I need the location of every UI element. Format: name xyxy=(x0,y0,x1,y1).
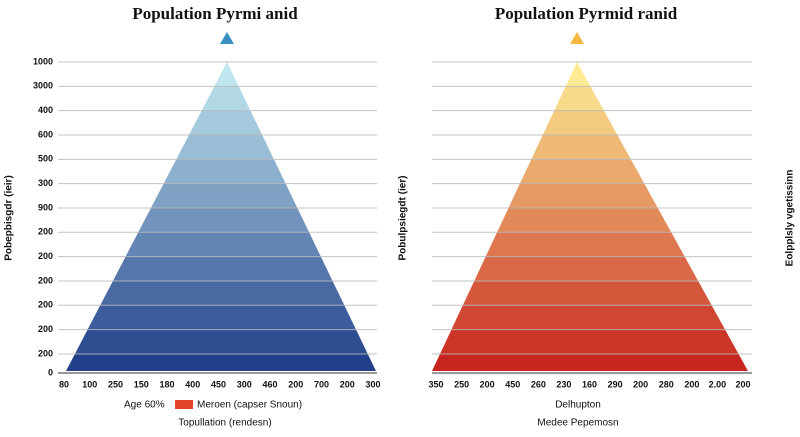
y-tick-label: 400 xyxy=(38,105,53,115)
x-tick-label: 200 xyxy=(735,379,750,389)
x-tick-label: 280 xyxy=(659,379,674,389)
pyramid-band xyxy=(163,159,286,184)
x-tick-label: 150 xyxy=(134,379,149,389)
y-tick-label: 200 xyxy=(38,251,53,261)
pyramid-band xyxy=(100,280,345,306)
y-tick-label: 200 xyxy=(38,275,53,285)
pyramid-band xyxy=(451,305,726,330)
pyramid-band xyxy=(439,329,739,354)
x-tick-label: 160 xyxy=(582,379,597,389)
x-tick-label: 450 xyxy=(211,379,226,389)
legend-label: Meroen (capser Snoun) xyxy=(197,400,302,411)
x-tick-label: 100 xyxy=(82,379,97,389)
y-tick-label: 300 xyxy=(38,178,53,188)
x-tick-label: 300 xyxy=(365,379,380,389)
x-tick-label: 180 xyxy=(159,379,174,389)
x-tick-label: 290 xyxy=(608,379,623,389)
pyramid-band xyxy=(474,256,699,281)
pyramid-band xyxy=(432,353,748,371)
apex-icon xyxy=(570,32,584,44)
pyramid-band xyxy=(542,110,618,135)
y-axis-label: Pobulpsiegdt (ier) xyxy=(398,176,409,261)
pyramid-band xyxy=(87,305,357,330)
x-tick-label: 300 xyxy=(237,379,252,389)
y-tick-label: 200 xyxy=(38,300,53,310)
chart-title: Population Pyrmi anid xyxy=(132,4,298,23)
x-tick-label: 200 xyxy=(633,379,648,389)
x-tick-label: 2.00 xyxy=(709,379,727,389)
legend-swatch xyxy=(175,400,193,409)
x-tick-label: 450 xyxy=(505,379,520,389)
y-tick-label: 200 xyxy=(38,324,53,334)
pyramid-band xyxy=(66,353,376,371)
pyramid-band xyxy=(125,232,321,257)
right-axis-label: Eolpplsly vgetissinn xyxy=(785,170,796,267)
x-tick-label: 700 xyxy=(314,379,329,389)
pyramid-band xyxy=(565,62,591,87)
pyramid-band xyxy=(485,232,685,257)
pyramid-band xyxy=(214,62,239,87)
x-tick-label: 200 xyxy=(340,379,355,389)
y-tick-label: 1000 xyxy=(33,56,53,66)
x-tick-label: 350 xyxy=(428,379,443,389)
pyramid-band xyxy=(188,110,263,135)
x-axis-label: Topullation (rendesn) xyxy=(178,418,271,429)
y-tick-label: 0 xyxy=(48,367,53,377)
y-tick-label: 200 xyxy=(38,348,53,358)
x-tick-label: 260 xyxy=(531,379,546,389)
pyramid-band xyxy=(112,256,333,281)
x-tick-label: 250 xyxy=(454,379,469,389)
pyramid-band xyxy=(201,86,251,111)
x-tick-label: 400 xyxy=(185,379,200,389)
x-tick-label: 200 xyxy=(288,379,303,389)
pyramid-band xyxy=(74,329,368,354)
pyramid-band xyxy=(554,86,604,111)
y-axis-label: Pobepbisgdr (ieir) xyxy=(4,175,15,261)
x-tick-label: 200 xyxy=(480,379,495,389)
pyramid-band xyxy=(531,134,631,160)
x-tick-label: 250 xyxy=(108,379,123,389)
pyramid-band xyxy=(497,207,672,233)
pyramid-band xyxy=(508,183,658,208)
pyramid-band xyxy=(519,159,645,184)
pyramid-band xyxy=(150,183,298,208)
chart-title: Population Pyrmid ranid xyxy=(495,4,678,23)
x-tick-label: 80 xyxy=(59,379,69,389)
apex-icon xyxy=(220,32,234,44)
x-axis-label: Delhupton xyxy=(555,400,601,411)
y-tick-label: 200 xyxy=(38,227,53,237)
y-tick-label: 600 xyxy=(38,129,53,139)
x-tick-label: 230 xyxy=(556,379,571,389)
pyramid-band xyxy=(462,280,712,306)
y-tick-label: 500 xyxy=(38,154,53,164)
pyramid-band xyxy=(176,134,274,160)
y-tick-label: 900 xyxy=(38,202,53,212)
x-axis-subtitle: Medee Pepemosn xyxy=(537,418,618,429)
legend-label: Age 60% xyxy=(124,400,165,411)
x-tick-label: 200 xyxy=(684,379,699,389)
pyramid-band xyxy=(138,207,310,233)
x-tick-label: 460 xyxy=(262,379,277,389)
y-tick-label: 3000 xyxy=(33,81,53,91)
